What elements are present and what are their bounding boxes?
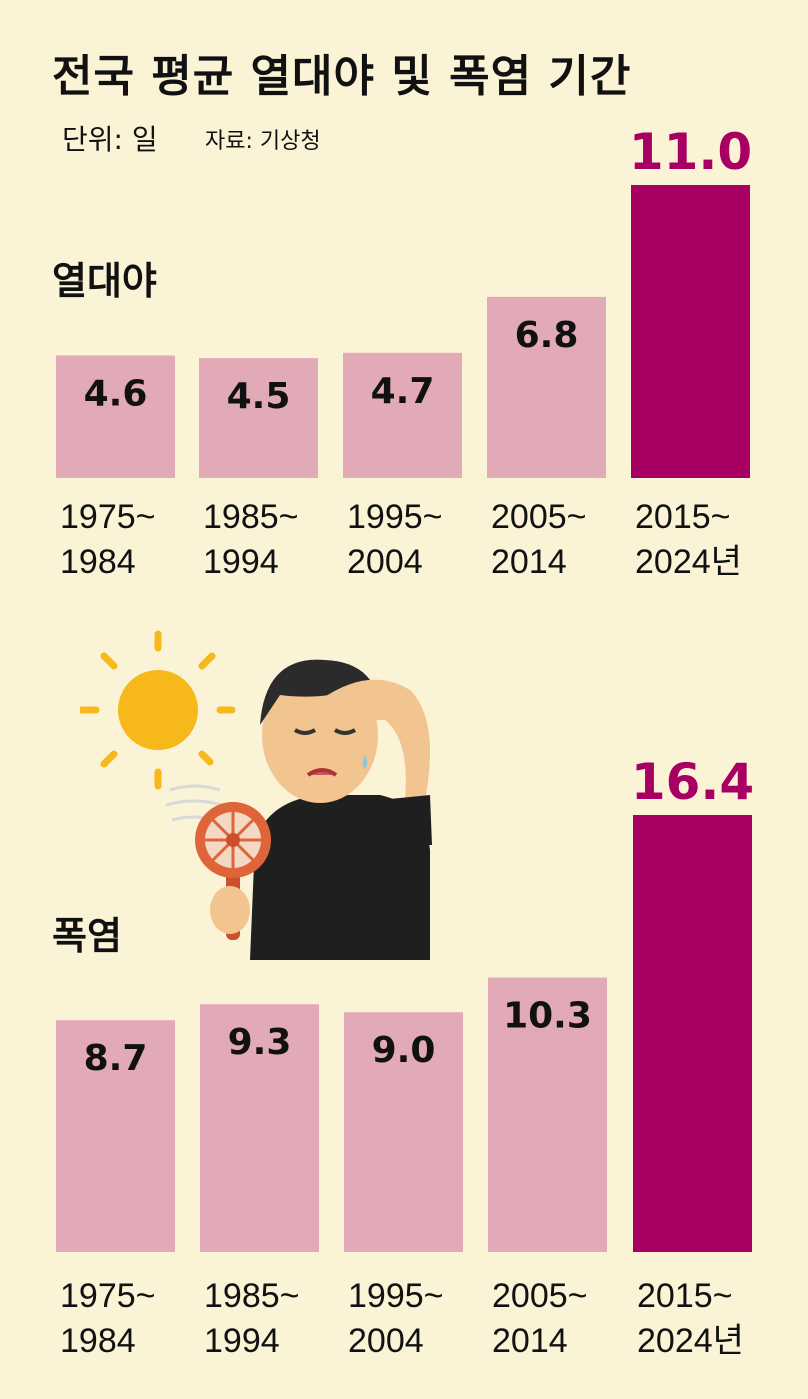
chart-title: 전국 평균 열대야 및 폭염 기간 [52,51,632,102]
tick-label-1-line-2: 1994 [203,543,279,581]
bar-0 [56,355,175,478]
tick-label-1-line-1: 1985~ [204,1277,300,1315]
value-label-1: 4.5 [227,376,291,417]
value-label-3: 10.3 [503,996,592,1037]
tick-label-3-line-2: 2014 [491,543,567,581]
bar-4 [631,185,750,478]
tick-label-3-line-1: 2005~ [491,498,587,536]
tick-label-4-line-1: 2015~ [637,1277,733,1315]
value-label-4: 16.4 [631,753,754,811]
tick-label-2-line-1: 1995~ [348,1277,444,1315]
bar-3 [488,977,607,1252]
tick-label-3-line-1: 2005~ [492,1277,588,1315]
handheld-fan-icon [195,802,271,940]
man-figure [250,659,432,960]
bar-1 [200,1004,319,1252]
tick-label-3-line-2: 2014 [492,1322,568,1360]
bar-2 [344,1012,463,1252]
tick-label-0-line-2: 1984 [60,1322,136,1360]
tick-label-0-line-1: 1975~ [60,1277,156,1315]
value-label-0: 8.7 [84,1038,148,1079]
tick-label-4-line-2: 2024년 [637,1322,744,1360]
tick-label-1-line-2: 1994 [204,1322,280,1360]
value-label-1: 9.3 [228,1022,292,1063]
tick-label-0-line-2: 1984 [60,543,136,581]
source-label: 자료: 기상청 [205,129,321,154]
value-label-3: 6.8 [515,315,579,356]
value-label-2: 4.7 [371,371,435,412]
tick-label-2-line-2: 2004 [347,543,423,581]
sun-icon [80,630,236,790]
tick-label-2-line-1: 1995~ [347,498,443,536]
value-label-0: 4.6 [84,373,148,414]
bar-4 [633,815,752,1252]
tick-label-4-line-2: 2024년 [635,543,742,581]
bar-2 [343,352,462,478]
series-label-heatwave: 폭염 [52,914,122,958]
tick-label-2-line-2: 2004 [348,1322,424,1360]
bar-1 [199,358,318,478]
bar-3 [487,296,606,478]
tick-label-1-line-1: 1985~ [203,498,299,536]
series-label-tropical-nights: 열대야 [52,259,157,303]
tick-label-0-line-1: 1975~ [60,498,156,536]
bar-0 [56,1020,175,1252]
value-label-2: 9.0 [372,1030,436,1071]
tick-label-4-line-1: 2015~ [635,498,731,536]
overheated-man-illustration [80,630,432,960]
tropical-nights-bar-chart: 4.6 1975~ 1984 4.5 1985~ 1994 4.7 1995~ 2004 6.8 2… [56,123,752,581]
unit-label: 단위: 일 [62,123,158,156]
value-label-4: 11.0 [629,123,752,181]
